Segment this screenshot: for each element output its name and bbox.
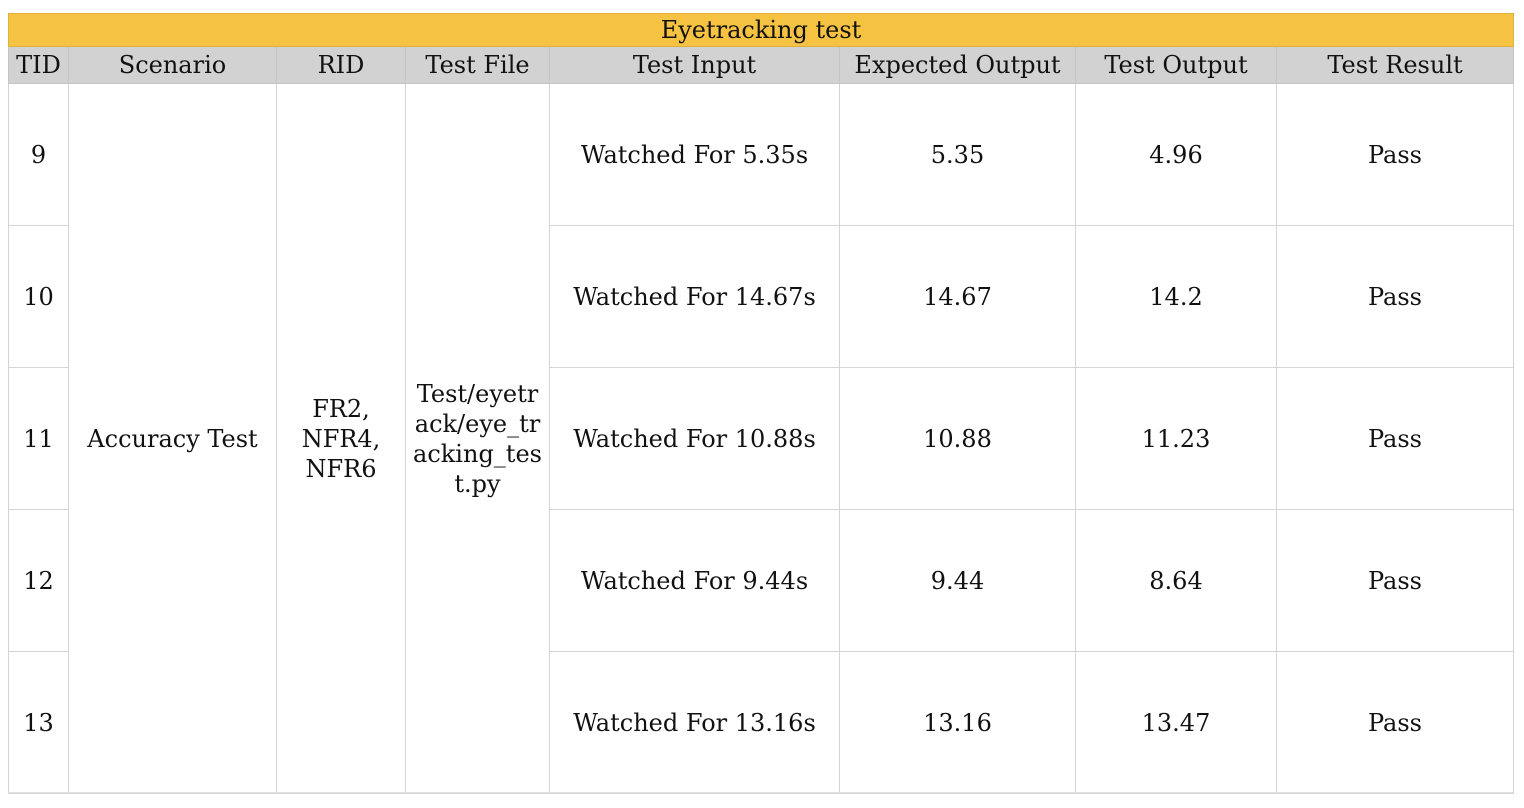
cell-test-input[interactable]: Watched For 13.16s bbox=[549, 651, 840, 794]
cell-test-output[interactable]: 11.23 bbox=[1075, 367, 1277, 510]
cell-test-output[interactable]: 4.96 bbox=[1075, 83, 1277, 226]
cell-test-input[interactable]: Watched For 9.44s bbox=[549, 509, 840, 652]
cell-expected-output[interactable]: 10.88 bbox=[839, 367, 1076, 510]
header-test-input[interactable]: Test Input bbox=[549, 46, 840, 84]
header-rid[interactable]: RID bbox=[276, 46, 406, 84]
cell-test-result[interactable]: Pass bbox=[1276, 83, 1514, 226]
header-expected-output[interactable]: Expected Output bbox=[839, 46, 1076, 84]
cell-tid[interactable]: 9 bbox=[8, 83, 69, 226]
cell-test-output[interactable]: 14.2 bbox=[1075, 225, 1277, 368]
title-row: Eyetracking test bbox=[8, 13, 1514, 47]
cell-tid[interactable]: 12 bbox=[8, 509, 69, 652]
table-row: 11 Watched For 10.88s 10.88 11.23 Pass bbox=[8, 367, 1514, 510]
cell-expected-output[interactable]: 9.44 bbox=[839, 509, 1076, 652]
header-tid[interactable]: TID bbox=[8, 46, 69, 84]
cell-test-result[interactable]: Pass bbox=[1276, 509, 1514, 652]
cell-tid[interactable]: 10 bbox=[8, 225, 69, 368]
header-test-output[interactable]: Test Output bbox=[1075, 46, 1277, 84]
cell-test-input[interactable]: Watched For 5.35s bbox=[549, 83, 840, 226]
header-scenario[interactable]: Scenario bbox=[68, 46, 277, 84]
spreadsheet: Eyetracking test TID Scenario RID Test F… bbox=[8, 13, 1514, 794]
cell-test-file[interactable]: Test/eyetrack/eye_tracking_test.py bbox=[405, 83, 550, 794]
cell-test-result[interactable]: Pass bbox=[1276, 651, 1514, 794]
cell-scenario[interactable]: Accuracy Test bbox=[68, 83, 277, 794]
cell-rid[interactable]: FR2, NFR4, NFR6 bbox=[276, 83, 406, 794]
table-row: 9 Accuracy Test FR2, NFR4, NFR6 Test/eye… bbox=[8, 83, 1514, 794]
cell-expected-output[interactable]: 5.35 bbox=[839, 83, 1076, 226]
cell-test-output[interactable]: 8.64 bbox=[1075, 509, 1277, 652]
eyetracking-test-table: Eyetracking test TID Scenario RID Test F… bbox=[8, 13, 1514, 794]
grid-bottom-line bbox=[8, 792, 1513, 793]
cell-expected-output[interactable]: 13.16 bbox=[839, 651, 1076, 794]
cell-tid[interactable]: 13 bbox=[8, 651, 69, 794]
cell-test-output[interactable]: 13.47 bbox=[1075, 651, 1277, 794]
table-row: 12 Watched For 9.44s 9.44 8.64 Pass bbox=[8, 509, 1514, 652]
cell-expected-output[interactable]: 14.67 bbox=[839, 225, 1076, 368]
cell-test-input[interactable]: Watched For 10.88s bbox=[549, 367, 840, 510]
cell-test-result[interactable]: Pass bbox=[1276, 225, 1514, 368]
cell-test-input[interactable]: Watched For 14.67s bbox=[549, 225, 840, 368]
table-row: 13 Watched For 13.16s 13.16 13.47 Pass bbox=[8, 651, 1514, 794]
header-row: TID Scenario RID Test File Test Input Ex… bbox=[8, 46, 1514, 84]
cell-tid[interactable]: 11 bbox=[8, 367, 69, 510]
cell-test-result[interactable]: Pass bbox=[1276, 367, 1514, 510]
header-test-file[interactable]: Test File bbox=[405, 46, 550, 84]
table-title[interactable]: Eyetracking test bbox=[8, 13, 1514, 47]
header-test-result[interactable]: Test Result bbox=[1276, 46, 1514, 84]
